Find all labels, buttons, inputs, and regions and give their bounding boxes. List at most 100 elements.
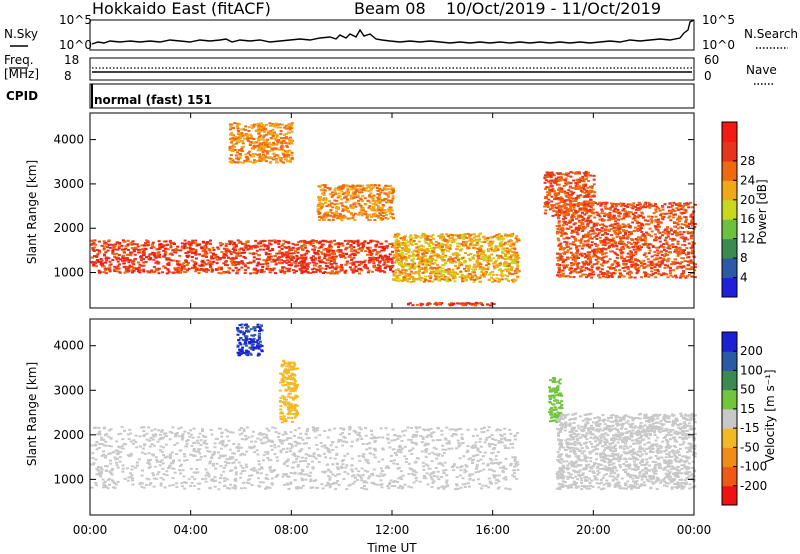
data-cell [437, 276, 441, 279]
data-cell [133, 246, 137, 249]
data-cell [652, 212, 656, 215]
data-cell [584, 210, 588, 213]
data-cell [567, 193, 571, 196]
data-cell [607, 266, 611, 269]
data-cell [130, 243, 134, 246]
data-cell [667, 245, 671, 248]
data-cell [296, 251, 300, 254]
data-cell [629, 251, 633, 254]
data-cell [261, 270, 265, 273]
data-cell [684, 276, 688, 279]
data-cell [649, 235, 653, 238]
data-cell [246, 241, 250, 244]
data-cell [443, 270, 447, 273]
data-cell [634, 262, 638, 265]
data-cell [318, 212, 322, 215]
data-cell [327, 247, 331, 250]
data-cell [464, 270, 468, 273]
data-cell [371, 270, 375, 273]
data-cell [235, 125, 239, 128]
data-cell [604, 231, 608, 234]
data-cell [544, 209, 548, 212]
data-cell [669, 219, 673, 222]
data-cell [193, 262, 197, 265]
data-cell [562, 272, 566, 275]
data-cell [502, 237, 506, 240]
data-cell [654, 236, 658, 239]
data-cell [323, 189, 327, 192]
data-cell [555, 212, 559, 215]
data-cell [284, 141, 288, 144]
data-cell [690, 232, 694, 235]
data-cell [558, 268, 562, 271]
data-cell [167, 257, 171, 260]
data-cell [559, 172, 563, 175]
data-cell [169, 246, 173, 249]
data-cell [274, 138, 278, 141]
data-cell [279, 271, 283, 274]
data-cell [498, 278, 502, 281]
data-cell [333, 199, 337, 202]
data-cell [405, 277, 409, 280]
data-cell [591, 230, 595, 233]
data-cell [315, 268, 319, 271]
data-cell [339, 263, 343, 266]
data-cell [595, 238, 599, 241]
data-cell [256, 269, 260, 272]
data-cell [408, 274, 412, 277]
data-cell [190, 259, 194, 262]
data-cell [372, 240, 376, 243]
data-cell [608, 224, 612, 227]
data-cell [578, 244, 582, 247]
data-cell [671, 208, 675, 211]
data-cell [340, 198, 344, 201]
data-cell [344, 247, 348, 250]
data-cell [372, 205, 376, 208]
data-cell [165, 244, 169, 247]
data-cell [466, 274, 470, 277]
data-cell [676, 261, 680, 264]
data-cell [461, 256, 465, 259]
data-cell [516, 260, 520, 263]
data-cell [618, 227, 622, 230]
data-cell [658, 264, 662, 267]
data-cell [265, 150, 269, 153]
data-cell [476, 277, 480, 280]
data-cell [141, 250, 145, 253]
data-cell [269, 255, 273, 258]
data-cell [470, 242, 474, 245]
data-cell [456, 266, 460, 269]
data-cell [468, 259, 472, 262]
data-cell [632, 254, 636, 257]
data-cell [614, 252, 618, 255]
data-cell [585, 254, 589, 257]
data-cell [391, 213, 395, 216]
data-cell [374, 266, 378, 269]
data-cell [675, 221, 679, 224]
data-cell [587, 215, 591, 218]
data-cell [456, 234, 460, 237]
data-cell [458, 264, 462, 267]
data-cell [491, 270, 495, 273]
data-cell [628, 261, 632, 264]
data-cell [648, 273, 652, 276]
data-cell [487, 255, 491, 258]
data-cell [353, 219, 357, 222]
data-cell [271, 124, 275, 127]
data-cell [327, 218, 331, 221]
data-cell [509, 245, 513, 248]
data-cell [350, 258, 354, 261]
data-cell [443, 278, 447, 281]
data-cell [545, 176, 549, 179]
data-cell [95, 249, 99, 252]
data-cell [559, 199, 563, 202]
data-cell [317, 269, 321, 272]
data-cell [154, 267, 158, 270]
data-cell [616, 254, 620, 257]
data-cell [296, 257, 300, 260]
data-cell [395, 257, 399, 260]
data-cell [691, 250, 695, 253]
data-cell [280, 255, 284, 258]
data-cell [564, 243, 568, 246]
data-cell [423, 277, 427, 280]
